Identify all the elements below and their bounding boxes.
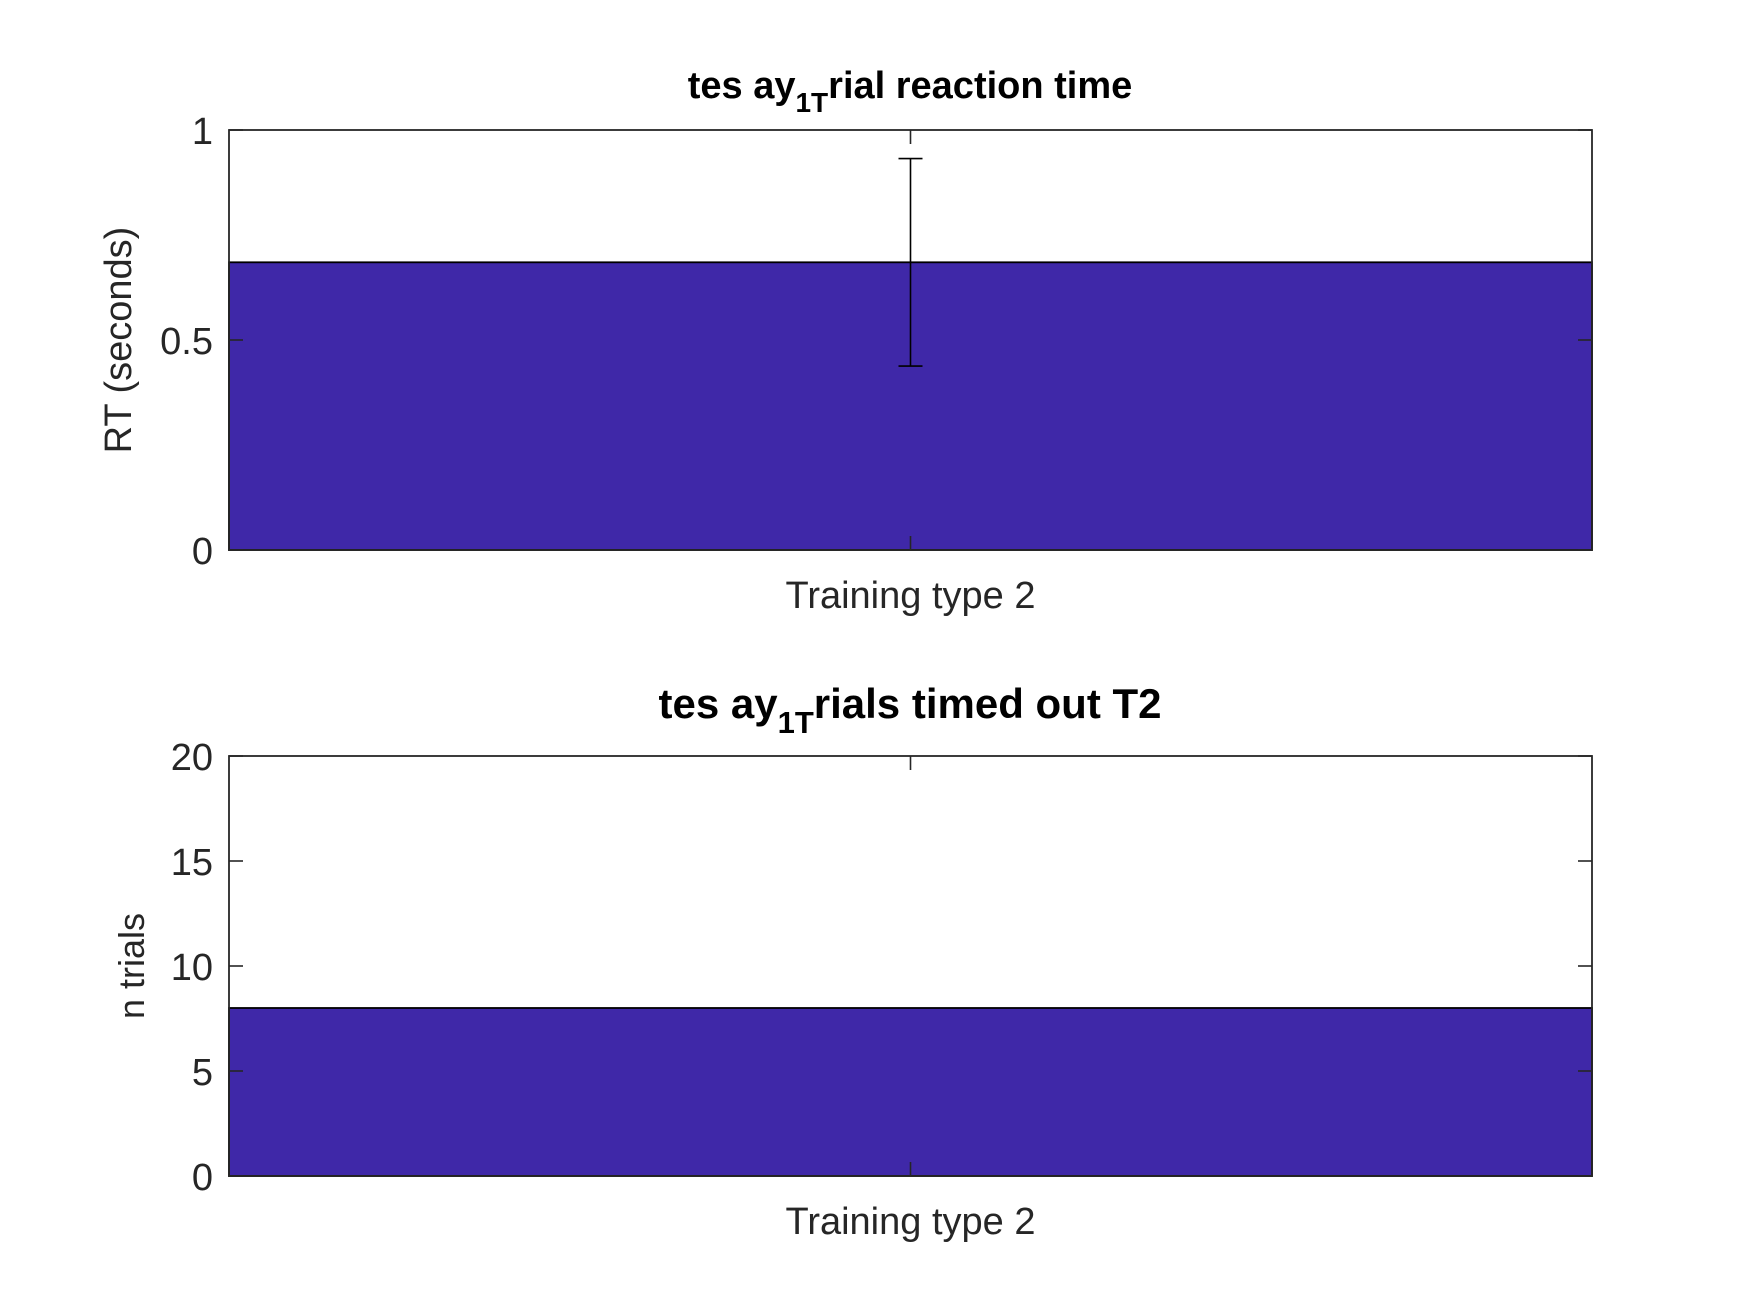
reaction-time-panel: tes ay1Trial reaction time 00.51 Trainin… — [98, 65, 1593, 617]
timed-out-y-ticks: 0 5 10 15 20 — [171, 737, 1592, 1199]
reaction-time-title-subscript: 1T — [795, 87, 828, 118]
reaction-time-title-prefix: tes ay — [688, 65, 796, 107]
timed-out-bar — [228, 1007, 1593, 1177]
timed-out-panel: tes ay1Trials timed out T2 0 5 10 15 20 Trai… — [111, 680, 1593, 1243]
reaction-time-error-bar — [898, 157, 923, 367]
timed-out-title-subscript: 1T — [778, 705, 814, 740]
timed-out-y-axis-label: n trials — [111, 913, 152, 1019]
reaction-time-x-tick-label: Training type 2 — [786, 575, 1036, 617]
reaction-time-y-tick-label: 1 — [192, 111, 213, 153]
reaction-time-y-tick-label: 0.5 — [160, 321, 213, 363]
timed-out-y-tick-label: 10 — [171, 947, 213, 989]
reaction-time-y-tick-label: 0 — [192, 531, 213, 573]
timed-out-title-suffix: rials timed out T2 — [814, 680, 1162, 727]
timed-out-x-tick-label: Training type 2 — [786, 1201, 1036, 1243]
reaction-time-title: tes ay1Trial reaction time — [688, 65, 1133, 118]
timed-out-x-ticks: Training type 2 — [786, 756, 1036, 1243]
reaction-time-x-ticks: Training type 2 — [786, 130, 1036, 617]
reaction-time-axes-box — [228, 129, 1593, 551]
timed-out-title: tes ay1Trials timed out T2 — [658, 680, 1161, 740]
timed-out-bars — [228, 1007, 1593, 1177]
timed-out-axes-box — [228, 755, 1593, 1177]
timed-out-title-prefix: tes ay — [658, 680, 778, 727]
reaction-time-y-axis-label: RT (seconds) — [98, 227, 140, 454]
reaction-time-y-ticks: 00.51 — [160, 111, 1592, 573]
reaction-time-title-suffix: rial reaction time — [828, 65, 1132, 107]
reaction-time-errorbars — [898, 157, 923, 367]
timed-out-y-tick-label: 20 — [171, 737, 213, 779]
timed-out-y-tick-label: 5 — [192, 1052, 213, 1094]
timed-out-y-tick-label: 0 — [192, 1157, 213, 1199]
timed-out-y-tick-label: 15 — [171, 842, 213, 884]
